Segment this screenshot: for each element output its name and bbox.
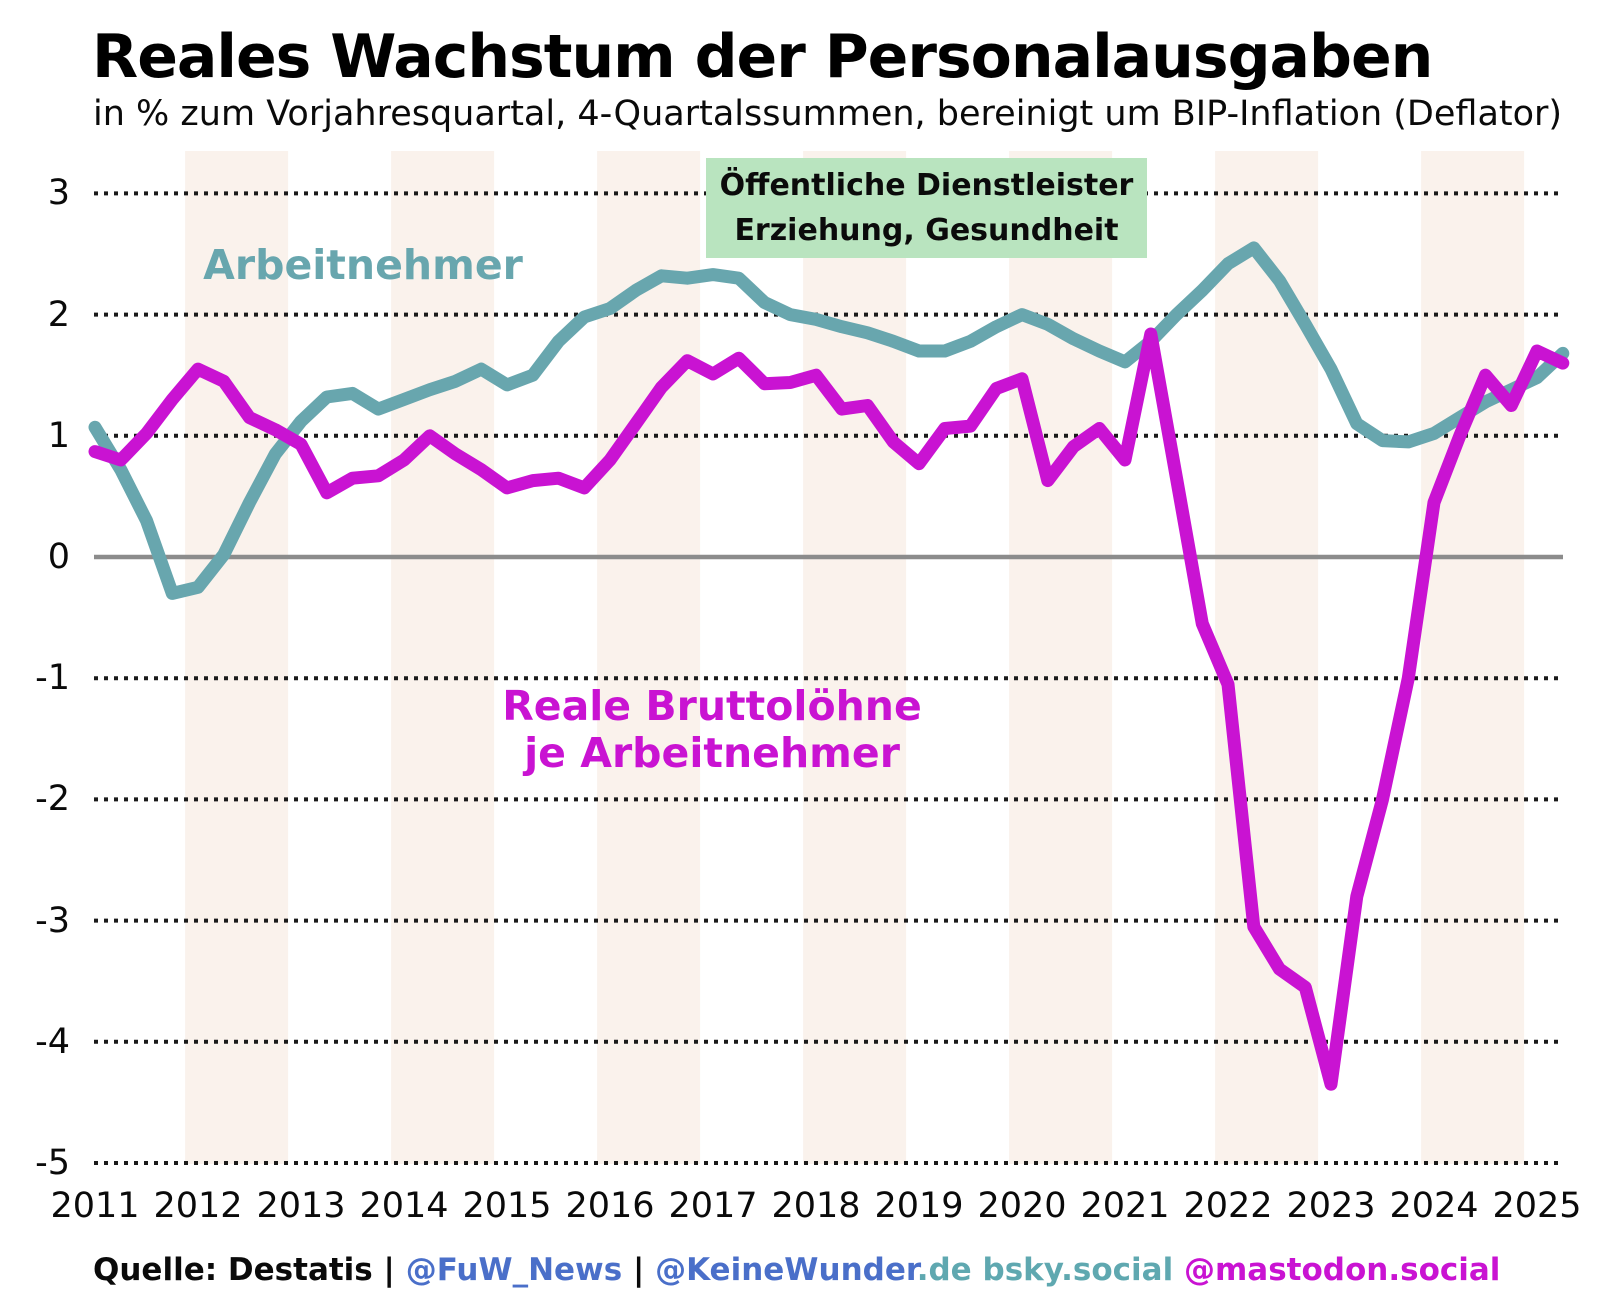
x-axis-tick-label-2025: 2025 [1492, 1186, 1582, 1226]
page-title: Reales Wachstum der Personalausgaben [92, 22, 1433, 92]
x-axis-tick-label-2020: 2020 [977, 1186, 1067, 1226]
year-band-2022 [1215, 151, 1319, 1164]
x-axis-tick-label-2019: 2019 [874, 1186, 964, 1226]
x-axis-tick-label-2022: 2022 [1183, 1186, 1273, 1226]
x-axis-tick-label-2011: 2011 [50, 1186, 140, 1226]
x-axis-tick-label-2012: 2012 [153, 1186, 243, 1226]
x-axis-tick-label-2023: 2023 [1286, 1186, 1376, 1226]
y-axis-tick-label--1: -1 [35, 658, 70, 698]
series-line-bruttoloehne [88, 327, 1570, 1091]
year-band-2020 [1009, 151, 1113, 1164]
year-band-2024 [1421, 151, 1525, 1164]
y-axis-tick-label-1: 1 [47, 416, 70, 456]
series-label-bruttoloehne-line1: Reale Bruttolöhne [502, 682, 922, 730]
footer-source: Quelle: Destatis [93, 1252, 373, 1288]
y-axis-tick-label--3: -3 [35, 901, 70, 941]
footer-handle-fuw-news: @FuW_News [405, 1252, 623, 1288]
footer-handle-keinewunder: @KeineWunder [655, 1252, 917, 1288]
series-line-arbeitnehmer [88, 241, 1570, 600]
y-axis-tick-label-2: 2 [47, 295, 70, 335]
x-axis-tick-label-2016: 2016 [565, 1186, 655, 1226]
footer-bsky-social: bsky.social [971, 1252, 1184, 1288]
year-band-2018 [803, 151, 907, 1164]
source-footer: Quelle: Destatis | @FuW_News | @KeineWun… [93, 1252, 1500, 1288]
y-axis-tick-label-0: 0 [47, 537, 70, 577]
y-axis-tick-label--5: -5 [35, 1143, 70, 1183]
year-band-2012 [185, 151, 289, 1164]
sector-annotation-line1: Öffentliche Dienstleister [719, 168, 1134, 203]
x-axis-tick-label-2014: 2014 [359, 1186, 449, 1226]
footer-mastodon-social: @mastodon.social [1184, 1252, 1501, 1288]
series-label-bruttoloehne: Reale Bruttolöhne je Arbeitnehmer [502, 683, 922, 777]
page-subtitle: in % zum Vorjahresquartal, 4-Quartalssum… [93, 94, 1563, 134]
y-axis-tick-label--2: -2 [35, 779, 70, 819]
x-axis-tick-label-2017: 2017 [668, 1186, 758, 1226]
x-axis-tick-label-2021: 2021 [1080, 1186, 1170, 1226]
y-axis-tick-label--4: -4 [35, 1022, 70, 1062]
x-axis-tick-label-2024: 2024 [1389, 1186, 1479, 1226]
year-band-2016 [597, 151, 701, 1164]
series-label-bruttoloehne-line2: je Arbeitnehmer [524, 729, 900, 777]
footer-separator-1: | [372, 1252, 406, 1288]
year-band-2014 [391, 151, 495, 1164]
sector-annotation-box: Öffentliche Dienstleister Erziehung, Ges… [706, 158, 1147, 258]
series-label-arbeitnehmer: Arbeitnehmer [203, 241, 523, 289]
footer-keinewunder-suffix: .de [916, 1252, 972, 1288]
x-axis-tick-label-2013: 2013 [256, 1186, 346, 1226]
sector-annotation-line2: Erziehung, Gesundheit [734, 213, 1119, 248]
x-axis-tick-label-2018: 2018 [771, 1186, 861, 1226]
footer-separator-2: | [622, 1252, 656, 1288]
y-axis-tick-label-3: 3 [47, 173, 70, 213]
x-axis-tick-label-2015: 2015 [462, 1186, 552, 1226]
